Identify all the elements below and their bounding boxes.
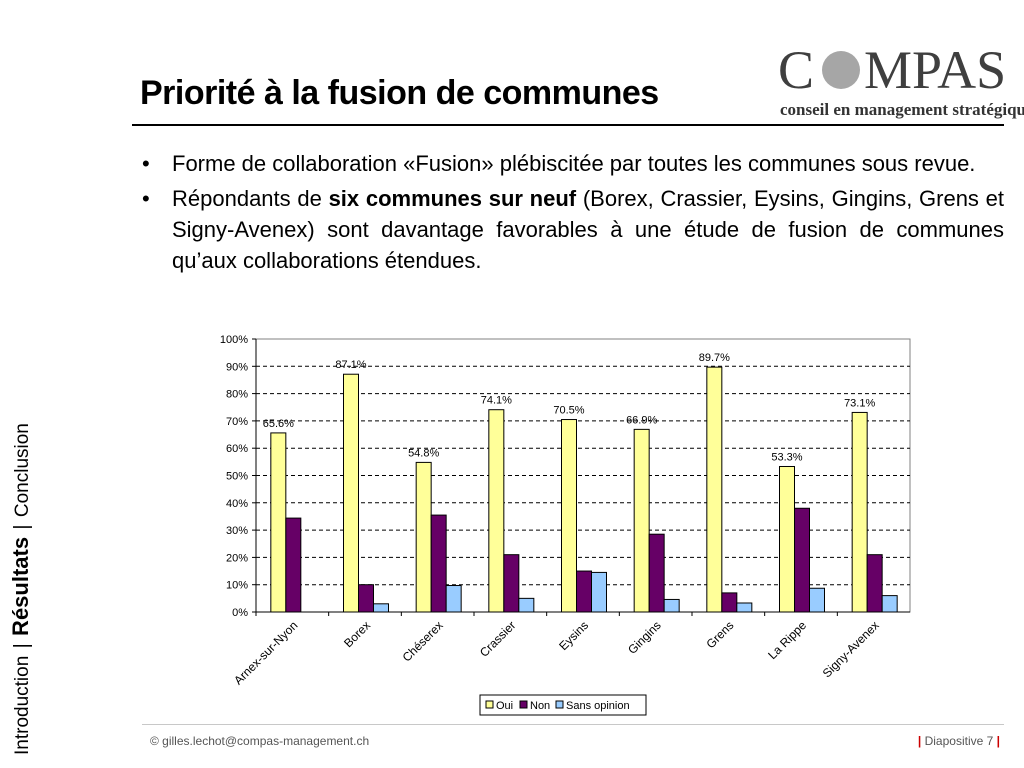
bullet-list: • Forme de collaboration «Fusion» plébis… — [142, 148, 1004, 280]
bar-sans-opinion — [373, 603, 389, 613]
data-label: 74.1% — [481, 395, 512, 407]
legend-swatch — [485, 700, 494, 709]
fusion-bar-chart: 0% 10% 20% 30% 40% 50% 60% 70% 80% 90% 100% 65.6% Ar… — [196, 326, 930, 722]
bullet-text: Forme de collaboration «Fusion» plébisci… — [172, 151, 976, 176]
data-label: 65.6% — [263, 418, 294, 430]
data-label: 89.7% — [699, 352, 730, 364]
bar-non — [794, 507, 810, 613]
data-label: 73.1% — [844, 397, 875, 409]
bar-oui — [633, 428, 650, 613]
x-tick-label: Chéserex — [400, 618, 446, 664]
y-tick-label: 60% — [226, 443, 248, 455]
footer-slide-number: | Diapositive 7 | — [918, 734, 1000, 748]
bar-non — [503, 554, 520, 613]
legend-swatch — [519, 700, 528, 709]
bar-oui — [343, 373, 359, 613]
x-tick-label: Signy-Avenex — [820, 618, 882, 680]
bar-non — [576, 570, 592, 613]
logo-tagline: conseil en management stratégique — [780, 100, 1024, 119]
footer-separator-right: | — [996, 734, 1000, 748]
x-tick-label: Borex — [341, 618, 373, 650]
bar-sans-opinion — [736, 602, 753, 613]
bar-non — [648, 533, 665, 613]
bar-non — [430, 514, 447, 613]
title-divider — [132, 124, 1004, 126]
y-tick-label: 0% — [232, 607, 248, 619]
slide-number-label: Diapositive 7 — [924, 734, 994, 748]
logo-circle-icon — [822, 51, 860, 89]
data-label: 54.8% — [408, 447, 439, 459]
bar-sans-opinion — [591, 571, 607, 613]
nav-resultats-active[interactable]: Résultats — [8, 536, 33, 636]
bar-sans-opinion — [663, 598, 680, 613]
x-tick-label: La Rippe — [765, 618, 809, 662]
bullet-icon: • — [142, 186, 150, 211]
nav-separator: | — [11, 524, 33, 530]
x-tick-label: Grens — [703, 618, 736, 651]
y-tick-label: 90% — [226, 361, 248, 373]
data-label: 87.1% — [335, 359, 366, 371]
bar-non — [721, 592, 738, 613]
logo-letters-mpas: MPAS — [864, 44, 1006, 100]
bar-sans-opinion — [518, 597, 535, 613]
nav-introduction[interactable]: Introduction — [12, 655, 33, 755]
bar-oui — [851, 411, 868, 613]
x-tick-label: Crassier — [477, 618, 518, 659]
nav-conclusion[interactable]: Conclusion — [12, 423, 33, 518]
footer-divider — [142, 724, 1004, 725]
x-tick-label: Gingins — [625, 618, 664, 657]
footer-contact: © gilles.lechot@compas-management.ch — [150, 734, 370, 748]
legend-label: Sans opinion — [566, 700, 630, 712]
y-tick-label: 70% — [226, 416, 248, 428]
x-tick-label: Arnex-sur-Nyon — [231, 618, 300, 687]
slide-title: Priorité à la fusion de communes — [140, 74, 659, 112]
y-tick-label: 50% — [226, 471, 248, 483]
bullet-item: • Répondants de six communes sur neuf (B… — [142, 183, 1004, 276]
bar-non — [358, 584, 374, 613]
y-tick-label: 40% — [226, 498, 248, 510]
y-tick-label: 10% — [226, 580, 248, 592]
legend-label: Non — [530, 700, 550, 712]
bar-oui — [561, 419, 577, 613]
bullet-item: • Forme de collaboration «Fusion» plébis… — [142, 148, 1004, 179]
bar-non — [866, 554, 883, 613]
bar-oui — [706, 366, 723, 613]
bullet-text-continued: (Borex, Crassier, Eysins, Gingins, Grens… — [172, 186, 1004, 273]
y-tick-label: 80% — [226, 389, 248, 401]
logo-graphic: C MPAS — [778, 44, 1006, 100]
data-label: 70.5% — [553, 405, 584, 417]
y-tick-label: 100% — [220, 334, 248, 346]
bar-oui — [779, 465, 795, 613]
bullet-bold-text: six communes sur neuf — [328, 186, 577, 211]
legend-swatch — [555, 700, 564, 709]
y-tick-label: 20% — [226, 552, 248, 564]
bar-sans-opinion — [881, 595, 898, 613]
bullet-icon: • — [142, 151, 150, 176]
compas-logo: C MPAS conseil en management stratégique — [774, 44, 1024, 124]
logo-letter-c: C — [778, 44, 814, 100]
bar-oui — [488, 409, 505, 613]
section-nav: Introduction | Résultats | Conclusion — [8, 423, 34, 755]
bar-non — [285, 517, 302, 613]
x-tick-label: Eysins — [556, 618, 591, 653]
bar-oui — [415, 461, 432, 613]
y-tick-label: 30% — [226, 525, 248, 537]
footer-separator-left: | — [917, 734, 922, 748]
bar-oui — [270, 432, 287, 613]
chart-svg: 0% 10% 20% 30% 40% 50% 60% 70% 80% 90% 100% 65.6% Ar… — [220, 334, 911, 716]
data-label: 53.3% — [771, 451, 802, 463]
bar-sans-opinion — [445, 585, 462, 613]
data-label: 66.9% — [626, 414, 657, 426]
legend-label: Oui — [496, 700, 513, 712]
bar-sans-opinion — [809, 587, 825, 613]
nav-separator: | — [11, 643, 33, 649]
bullet-text: Répondants de — [172, 186, 329, 211]
